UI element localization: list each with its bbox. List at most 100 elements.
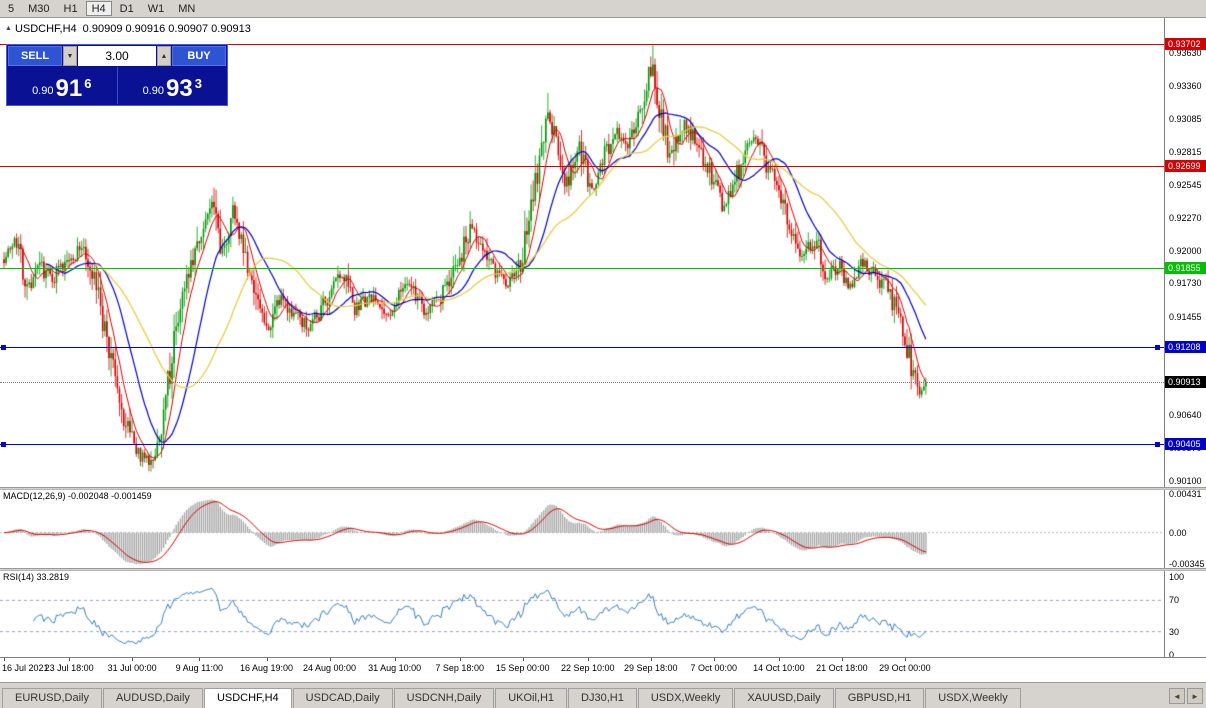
time-label: 9 Aug 11:00 [175, 663, 223, 673]
symbol-label: USDCHF,H4 [14, 23, 77, 35]
chart-tab-usdcad-daily[interactable]: USDCAD,Daily [292, 688, 393, 708]
price-tick: 0.91455 [1169, 311, 1202, 322]
volume-decrease-button[interactable]: ▼ [63, 46, 77, 66]
chart-tab-gbpusd-h1[interactable]: GBPUSD,H1 [834, 688, 925, 708]
timeframe-button-h4[interactable]: H4 [85, 1, 112, 16]
tab-scroll-arrows: ◄ ► [1169, 688, 1203, 704]
collapse-panel-icon[interactable]: ▲ [5, 25, 12, 32]
time-tick-mark [199, 658, 201, 661]
timeframe-button-d1[interactable]: D1 [114, 1, 140, 16]
volume-input[interactable] [78, 46, 156, 66]
timeframe-button-5[interactable]: 5 [2, 1, 20, 16]
sell-price-point: 6 [84, 76, 92, 91]
chart-tab-dj30-h1[interactable]: DJ30,H1 [568, 688, 637, 708]
price-tick: 0.93630 [1169, 48, 1202, 59]
rsi-value: 33.2819 [36, 572, 70, 582]
time-tick-mark [69, 658, 71, 661]
rsi-name: RSI(14) [3, 572, 35, 582]
time-label: 16 Jul 2021 [2, 663, 49, 673]
time-tick-mark [650, 658, 652, 661]
chart-tab-usdchf-h4[interactable]: USDCHF,H4 [203, 688, 292, 708]
macd-values: -0.002048 -0.001459 [68, 491, 152, 501]
buy-price-point: 3 [194, 76, 202, 91]
chart-tab-usdx-weekly[interactable]: USDX,Weekly [925, 688, 1021, 708]
price-tick: 0.90640 [1169, 410, 1202, 421]
macd-scale-tick: 0.00431 [1169, 488, 1202, 499]
panel-separator[interactable] [0, 487, 1206, 490]
time-label: 21 Oct 18:00 [816, 663, 868, 673]
time-label: 31 Jul 00:00 [107, 663, 157, 673]
macd-scale-tick: -0.00345 [1169, 558, 1205, 569]
rsi-scale-tick: 100 [1169, 572, 1185, 582]
sell-price-prefix: 0.90 [32, 85, 54, 97]
time-tick-mark [266, 658, 268, 661]
sell-button[interactable]: SELL [8, 46, 62, 66]
rsi-scale-tick: 0 [1169, 650, 1175, 660]
buy-price-prefix: 0.90 [142, 85, 164, 97]
time-axis[interactable]: 16 Jul 2021 23 Jul 18:00 31 Jul 00:00 9 Aug… [0, 657, 1206, 682]
time-tick-mark [329, 658, 331, 661]
time-label: 23 Jul 18:00 [44, 663, 94, 673]
time-label: 22 Sep 10:00 [561, 663, 615, 673]
price-axis[interactable]: 0.93630 0.93360 0.93085 0.92815 0.92545 0.922… [1164, 18, 1206, 660]
price-divider [116, 67, 118, 104]
tab-scroll-left-icon[interactable]: ◄ [1169, 688, 1185, 704]
timeframe-button-mn[interactable]: MN [172, 1, 201, 16]
tab-scroll-right-icon[interactable]: ► [1187, 688, 1203, 704]
time-tick-mark [4, 658, 5, 661]
time-tick-mark [904, 658, 906, 661]
price-tick: 0.93085 [1169, 114, 1202, 125]
volume-increase-button[interactable]: ▲ [157, 46, 171, 66]
chart-canvas[interactable] [0, 18, 1164, 657]
buy-button[interactable]: BUY [172, 46, 226, 66]
panel-separator[interactable] [0, 568, 1206, 571]
trade-controls-row: SELL ▼ ▲ BUY [7, 45, 227, 67]
level-price-label: 0.92699 [1165, 159, 1206, 172]
chart-tab-eurusd-daily[interactable]: EURUSD,Daily [2, 688, 102, 708]
timeframe-button-h1[interactable]: H1 [58, 1, 84, 16]
chart-tab-xauusd-daily[interactable]: XAUUSD,Daily [734, 688, 834, 708]
macd-name: MACD(12,26,9) [3, 491, 66, 501]
chart-tab-ukoil-h1[interactable]: UKOil,H1 [495, 688, 568, 708]
price-tick: 0.93360 [1169, 80, 1202, 91]
rsi-indicator-label: RSI(14) 33.2819 [3, 572, 69, 582]
price-tick: 0.90100 [1169, 475, 1202, 486]
time-label: 29 Sep 18:00 [624, 663, 678, 673]
time-label: 15 Sep 00:00 [495, 663, 550, 673]
time-tick-mark [841, 658, 843, 661]
timeframe-toolbar: 5 M30 H1 H4 D1 W1 MN [0, 0, 1206, 18]
buy-price-pips: 93 [165, 75, 193, 102]
price-tick: 0.91730 [1169, 278, 1202, 289]
macd-indicator-label: MACD(12,26,9) -0.002048 -0.001459 [3, 491, 152, 501]
time-tick-mark [132, 658, 134, 661]
trade-prices-row: 0.90 91 6 0.90 93 3 [7, 67, 227, 104]
time-tick-mark [587, 658, 589, 661]
timeframe-button-w1[interactable]: W1 [142, 1, 171, 16]
sell-price[interactable]: 0.90 91 6 [7, 67, 117, 104]
chart-tab-usdcnh-daily[interactable]: USDCNH,Daily [393, 688, 495, 708]
chart-tab-usdx-weekly[interactable]: USDX,Weekly [637, 688, 734, 708]
ohlc-values: 0.90909 0.90916 0.90907 0.90913 [82, 23, 251, 35]
time-label: 29 Oct 00:00 [879, 663, 931, 673]
time-tick-mark [394, 658, 396, 661]
time-tick-mark [459, 658, 461, 661]
time-tick-mark [713, 658, 715, 661]
rsi-scale-tick: 30 [1169, 626, 1180, 637]
time-tick-mark [522, 658, 524, 661]
level-price-label: 0.91855 [1165, 262, 1206, 275]
rsi-scale-tick: 70 [1169, 595, 1180, 606]
level-price-label: 0.90405 [1165, 437, 1206, 450]
time-label: 16 Aug 19:00 [239, 663, 294, 673]
price-tick: 0.92270 [1169, 212, 1202, 223]
current-price-label: 0.90913 [1165, 376, 1206, 389]
macd-scale-tick: 0.00 [1169, 527, 1187, 538]
timeframe-button-m30[interactable]: M30 [22, 1, 55, 16]
chart-region: ▲ USDCHF,H4 0.90909 0.90916 0.90907 0.9091… [0, 18, 1206, 682]
level-price-label: 0.91208 [1165, 340, 1206, 353]
time-tick-mark [778, 658, 780, 661]
chart-tab-audusd-daily[interactable]: AUDUSD,Daily [102, 688, 203, 708]
buy-price[interactable]: 0.90 93 3 [118, 67, 228, 104]
price-tick: 0.92545 [1169, 179, 1202, 190]
price-tick: 0.92000 [1169, 245, 1202, 256]
time-label: 14 Oct 10:00 [753, 663, 805, 673]
